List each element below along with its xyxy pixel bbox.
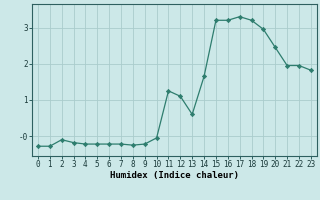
- X-axis label: Humidex (Indice chaleur): Humidex (Indice chaleur): [110, 171, 239, 180]
